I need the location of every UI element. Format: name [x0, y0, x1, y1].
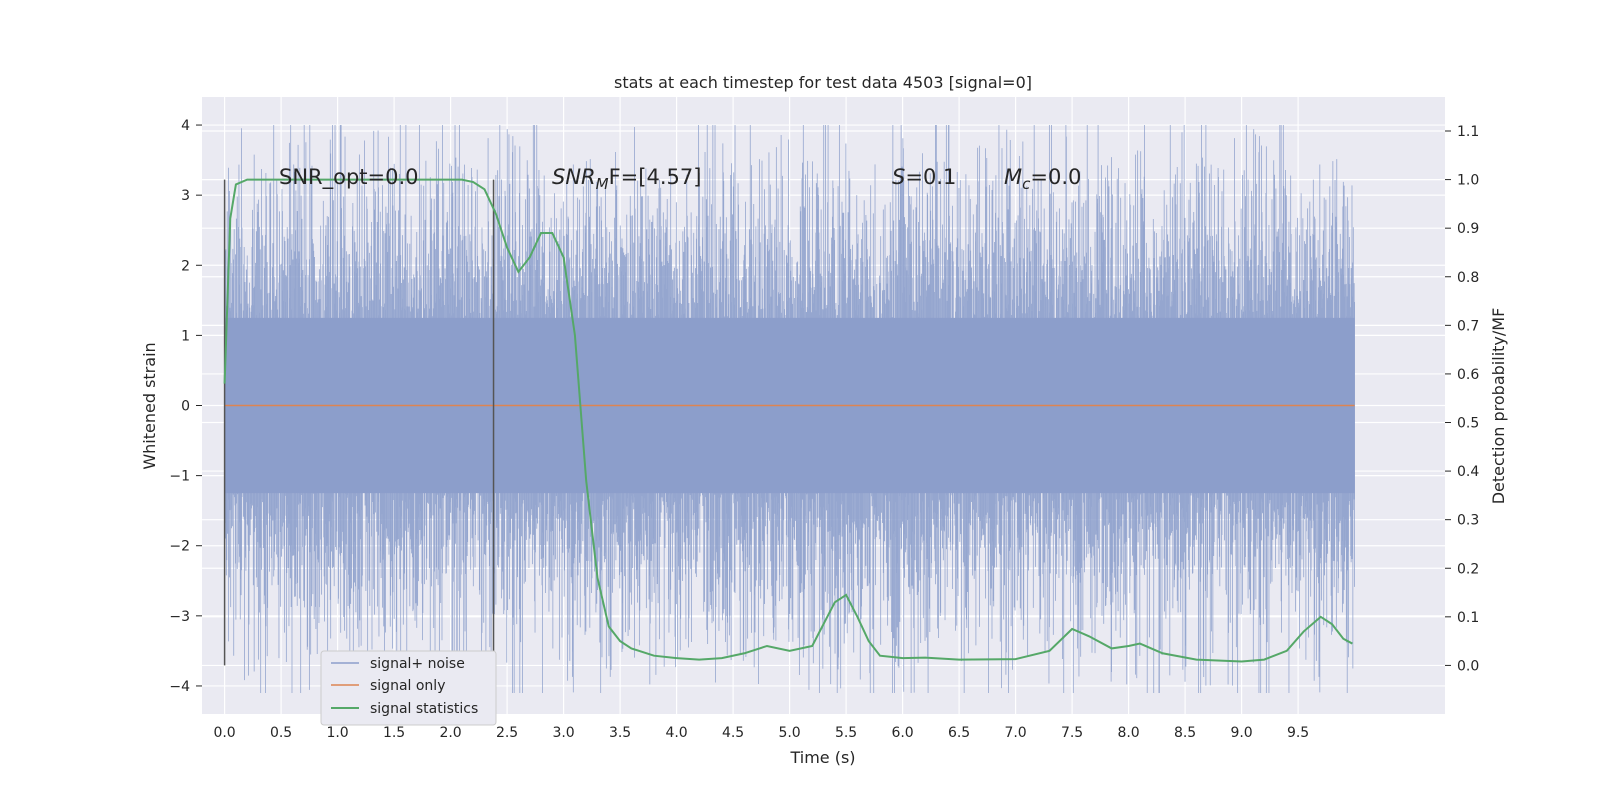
x-tick-label: 5.5 — [835, 725, 857, 741]
y2-tick-label: 0.2 — [1457, 561, 1479, 577]
legend: signal+ noise signal only signal statist… — [320, 650, 497, 726]
y2-tick-label: 1.0 — [1457, 173, 1479, 189]
legend-label-signal-only: signal only — [370, 678, 445, 694]
x-tick-label: 5.0 — [778, 725, 800, 741]
x-axis-ticks: 0.0 0.5 1.0 1.5 2.0 2.5 3.0 3.5 4.0 4.5 5.0 5.5 6.0 6… — [213, 725, 1309, 741]
y2-tick-label: 0.9 — [1457, 221, 1479, 237]
x-tick-label: 6.0 — [891, 725, 913, 741]
x-tick-label: 7.5 — [1061, 725, 1083, 741]
annotation-snr-mf-value: F=[4.57] — [609, 165, 702, 189]
y2-axis-ticks: 0.0 0.1 0.2 0.3 0.4 0.5 0.6 0.7 0.8 0.9 1.0 1.1 — [1445, 124, 1479, 674]
x-tick-label: 8.5 — [1174, 725, 1196, 741]
y-tick-label: 1 — [181, 328, 190, 344]
y-tick-label: −1 — [169, 469, 190, 485]
chart-title: stats at each timestep for test data 450… — [614, 73, 1032, 92]
y2-tick-label: 0.5 — [1457, 416, 1479, 432]
legend-label-signal-noise: signal+ noise — [370, 656, 465, 672]
x-tick-label: 4.0 — [665, 725, 687, 741]
annotation-s: S=0.1 — [892, 165, 956, 189]
annotation-mc-subscript: c — [1022, 175, 1031, 193]
y2-tick-label: 0.6 — [1457, 367, 1479, 383]
y-tick-label: 4 — [181, 118, 190, 134]
y2-tick-label: 0.1 — [1457, 610, 1479, 626]
annotation-mc: Mc=0.0 — [1004, 165, 1081, 193]
annotation-s-var: S — [892, 165, 905, 189]
y-axis-label: Whitened strain — [140, 342, 159, 469]
y-tick-label: 2 — [181, 258, 190, 274]
x-tick-label: 6.5 — [948, 725, 970, 741]
y-axis-ticks: −4 −3 −2 −1 0 1 2 3 4 — [169, 118, 202, 695]
legend-box — [320, 650, 497, 726]
x-tick-label: 1.0 — [326, 725, 348, 741]
series-signal-statistics — [223, 178, 1353, 663]
x-tick-label: 1.5 — [383, 725, 405, 741]
vertical-markers — [223, 179, 495, 666]
x-tick-label: 0.0 — [213, 725, 235, 741]
y-tick-label: 3 — [181, 188, 190, 204]
annotation-mc-var: M — [1004, 165, 1022, 189]
annotation-snr-opt: SNR_opt=0.0 — [279, 165, 419, 190]
annotation-s-value: =0.1 — [905, 165, 956, 189]
x-tick-label: 7.0 — [1004, 725, 1026, 741]
y2-tick-label: 0.3 — [1457, 513, 1479, 529]
y-tick-label: −3 — [169, 609, 190, 625]
y2-tick-label: 0.4 — [1457, 464, 1479, 480]
annotation-snr-mf: SNRMF=[4.57] — [552, 165, 701, 193]
annotation-snr-mf-subscript: M — [596, 175, 609, 193]
annotation-mc-value: =0.0 — [1030, 165, 1081, 189]
x-tick-label: 0.5 — [270, 725, 292, 741]
x-tick-label: 2.5 — [496, 725, 518, 741]
annotation-snr-mf-main: SNR — [552, 165, 596, 189]
y-tick-label: −4 — [169, 679, 190, 695]
y2-tick-label: 0.0 — [1457, 658, 1479, 674]
y2-axis-label: Detection probability/MF — [1489, 308, 1508, 505]
y2-tick-label: 0.7 — [1457, 318, 1479, 334]
x-tick-label: 9.0 — [1230, 725, 1252, 741]
x-tick-label: 3.5 — [609, 725, 631, 741]
legend-label-signal-statistics: signal statistics — [370, 701, 478, 717]
x-tick-label: 8.0 — [1117, 725, 1139, 741]
y2-tick-label: 0.8 — [1457, 270, 1479, 286]
x-tick-label: 4.5 — [722, 725, 744, 741]
y-tick-label: −2 — [169, 539, 190, 555]
x-tick-label: 9.5 — [1287, 725, 1309, 741]
x-tick-label: 2.0 — [439, 725, 461, 741]
x-axis-label: Time (s) — [789, 748, 855, 767]
x-tick-label: 3.0 — [552, 725, 574, 741]
y2-tick-label: 1.1 — [1457, 124, 1479, 140]
y-tick-label: 0 — [181, 399, 190, 415]
